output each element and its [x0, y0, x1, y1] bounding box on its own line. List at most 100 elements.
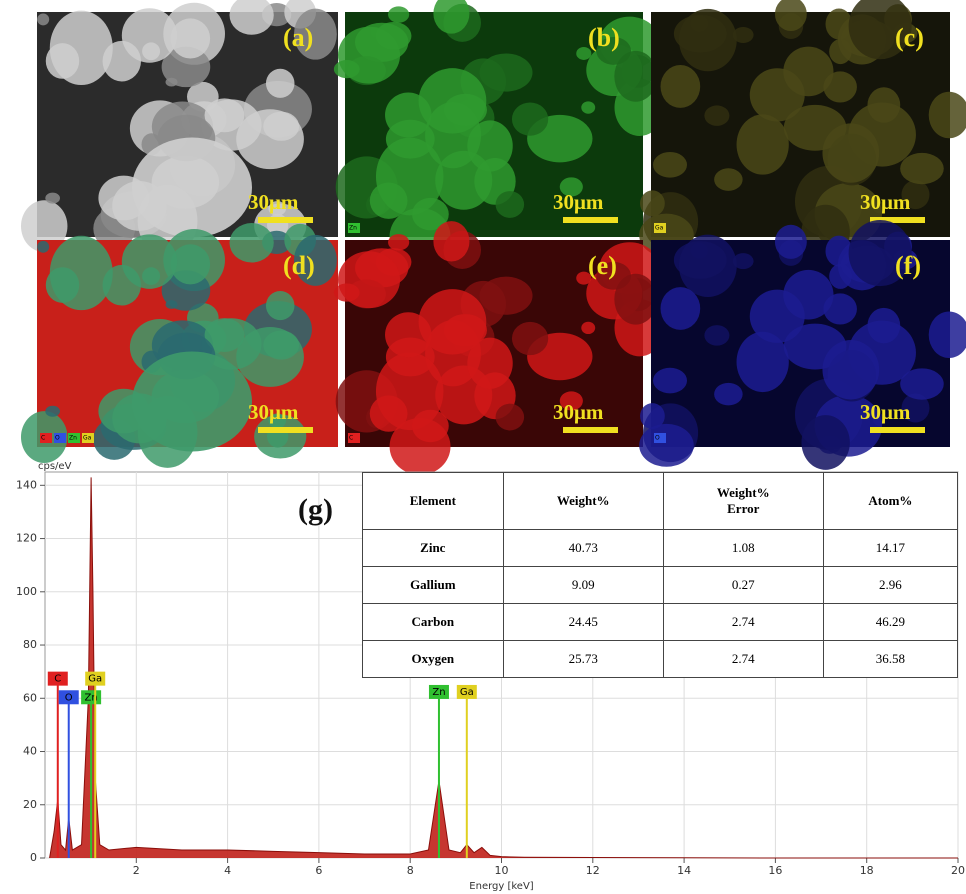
table-cell: Weight%: [503, 473, 663, 530]
particle: [639, 424, 694, 467]
table-row: Carbon24.452.7446.29: [363, 604, 958, 641]
composition-table: ElementWeight%Weight% ErrorAtom%Zinc40.7…: [362, 472, 958, 678]
particle: [412, 410, 449, 443]
y-tick-label: 60: [23, 691, 37, 704]
x-tick-label: 12: [586, 864, 600, 877]
panel-label: (f): [895, 251, 921, 280]
particle: [737, 332, 789, 392]
image-panel: (c)30μmGa: [639, 0, 966, 259]
particle: [122, 234, 177, 289]
scale-bar: [563, 217, 618, 223]
table-cell: Gallium: [363, 567, 504, 604]
x-tick-label: 2: [133, 864, 140, 877]
figure-canvas: (a)30μm(b)30μmZn(c)30μmGa(d)30μmCOZnGa(e…: [0, 0, 966, 894]
particle: [867, 87, 900, 123]
particle: [338, 251, 400, 308]
particle: [661, 287, 701, 330]
particle: [823, 293, 857, 324]
table-cell: 46.29: [823, 604, 957, 641]
panel-label: (e): [588, 251, 617, 280]
element-tag-label: Ga: [460, 687, 474, 698]
particle: [388, 234, 409, 250]
particle: [822, 123, 879, 182]
table-cell: Atom%: [823, 473, 957, 530]
table-cell: 1.08: [663, 530, 823, 567]
y-tick-label: 120: [16, 532, 37, 545]
particle: [653, 152, 687, 178]
y-axis-label: cps/eV: [38, 461, 72, 472]
figure: (a)30μm(b)30μmZn(c)30μmGa(d)30μmCOZnGa(e…: [0, 0, 966, 894]
particle: [640, 190, 665, 216]
table-cell: 2.96: [823, 567, 957, 604]
x-tick-label: 14: [677, 864, 691, 877]
table-cell: 14.17: [823, 530, 957, 567]
particle: [45, 193, 60, 204]
particle: [640, 403, 665, 429]
scale-bar-label: 30μm: [248, 400, 299, 424]
particle: [467, 120, 512, 171]
particle: [581, 322, 595, 334]
particle: [714, 168, 743, 191]
element-tag-label: Zn: [349, 225, 357, 232]
table-cell: 0.27: [663, 567, 823, 604]
particle: [496, 191, 525, 218]
image-panel: (d)30μmCOZnGa: [21, 223, 338, 468]
particle: [775, 225, 807, 259]
particle: [266, 291, 295, 320]
particle: [661, 65, 701, 108]
particle: [900, 153, 944, 184]
particle: [822, 340, 879, 399]
particle: [581, 101, 595, 113]
particle: [230, 223, 274, 262]
particle: [266, 69, 295, 98]
particle: [419, 289, 487, 354]
particle: [679, 235, 737, 297]
element-tag-label: C: [349, 435, 353, 442]
element-tag-label: Ga: [83, 435, 92, 442]
element-tag-label: Zn: [69, 435, 77, 442]
x-tick-label: 10: [495, 864, 509, 877]
particle: [714, 383, 743, 406]
panel-label: (d): [283, 251, 315, 280]
table-cell: Weight% Error: [663, 473, 823, 530]
particle: [733, 27, 754, 43]
particle: [388, 6, 409, 22]
x-tick-label: 16: [768, 864, 782, 877]
particle: [132, 351, 252, 451]
scale-bar-label: 30μm: [553, 190, 604, 214]
particle: [37, 241, 49, 253]
element-tag-label: O: [55, 435, 60, 442]
element-tag-label: O: [655, 435, 660, 442]
particle: [900, 368, 944, 399]
table-cell: Element: [363, 473, 504, 530]
y-tick-label: 40: [23, 745, 37, 758]
y-tick-label: 20: [23, 798, 37, 811]
table-cell: 36.58: [823, 641, 957, 678]
image-panel: (e) 30μm C: [334, 221, 665, 475]
scale-bar-label: 30μm: [248, 190, 299, 214]
scale-bar-label: 30μm: [860, 400, 911, 424]
particle: [122, 8, 177, 63]
x-tick-label: 8: [407, 864, 414, 877]
particle: [733, 253, 754, 269]
particle: [479, 53, 532, 91]
particle: [370, 182, 408, 218]
scale-bar: [563, 427, 618, 433]
particle: [496, 404, 525, 431]
particle: [512, 102, 548, 135]
particle: [419, 68, 487, 133]
panel-label: (c): [895, 23, 924, 52]
particle: [50, 236, 113, 310]
particle: [45, 406, 60, 417]
particle: [653, 368, 687, 394]
scale-bar-label: 30μm: [553, 400, 604, 424]
panel-label: (a): [283, 23, 313, 52]
table-cell: 9.09: [503, 567, 663, 604]
scale-bar-label: 30μm: [860, 190, 911, 214]
table-row: Oxygen25.732.7436.58: [363, 641, 958, 678]
particle: [132, 138, 252, 238]
x-tick-label: 18: [860, 864, 874, 877]
